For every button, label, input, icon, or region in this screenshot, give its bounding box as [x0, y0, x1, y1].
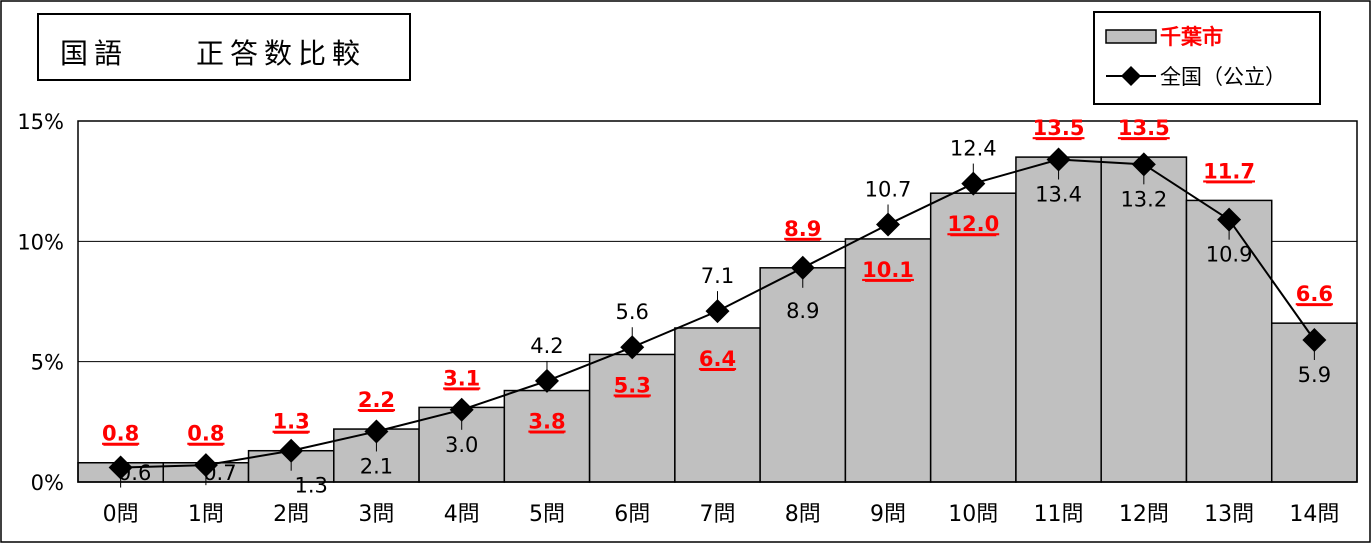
city-data-label: 0.8: [187, 422, 224, 446]
bar-7: [674, 327, 761, 483]
national-data-label: 5.9: [1298, 363, 1331, 387]
title-box: [37, 13, 411, 81]
national-data-label: 2.1: [360, 454, 393, 478]
chart-title: 国語 正答数比較: [60, 37, 366, 70]
y-tick-label: 10%: [17, 230, 64, 254]
diamond-marker-4: [449, 397, 474, 422]
diamond-marker-6: [620, 335, 645, 360]
city-data-label: 11.7: [1203, 159, 1255, 183]
x-tick-label: 3問: [358, 502, 394, 527]
diamond-marker-14: [1302, 328, 1327, 353]
x-tick-label: 9問: [870, 502, 906, 527]
city-data-label: 13.5: [1118, 116, 1170, 140]
x-tick-label: 11問: [1034, 502, 1084, 527]
x-tick-label: 6問: [614, 502, 650, 527]
national-data-label: 8.9: [786, 299, 819, 323]
city-data-label: 10.1: [862, 258, 914, 282]
bar-11: [1015, 156, 1102, 483]
y-tick-label: 15%: [17, 110, 64, 134]
national-data-label: 13.2: [1120, 187, 1167, 211]
x-tick-label: 0問: [103, 502, 139, 527]
diamond-marker-8: [790, 255, 815, 280]
x-axis-labels: 0問 1問 2問 3問 4問 5問 6問 7問 8問 9問 10問 11問 12問 13問 14問: [103, 502, 1340, 527]
x-tick-label: 2問: [273, 502, 309, 527]
line-markers: [108, 147, 1327, 480]
y-tick-label: 0%: [31, 471, 64, 495]
bar-5: [503, 389, 591, 483]
legend-label-city: 千葉市: [1160, 25, 1223, 49]
city-data-label: 1.3: [273, 410, 310, 434]
legend-box: [1093, 11, 1321, 105]
x-tick-label: 4問: [444, 502, 480, 527]
national-data-label: 13.4: [1035, 183, 1082, 207]
national-data-label: 10.7: [865, 177, 912, 201]
bar-13: [1185, 199, 1273, 483]
diamond-marker-3: [364, 419, 389, 444]
x-tick-label: 5問: [529, 502, 565, 527]
legend-label-national: 全国（公立）: [1160, 65, 1286, 89]
city-data-label: 6.4: [699, 347, 736, 371]
data-labels: 0.8 0.6 0.8 0.7 1.3 1.3 2.2 2.1 3.1 3.0 3.8 4.2 5.3 5…: [102, 116, 1333, 498]
y-axis-labels: 0% 5% 10% 15%: [17, 110, 64, 495]
national-data-label: 4.2: [530, 334, 563, 358]
national-data-label: 5.6: [616, 300, 649, 324]
diamond-marker-2: [279, 438, 304, 463]
legend-diamond-marker: [1121, 66, 1141, 86]
diamond-marker-7: [705, 299, 730, 324]
national-data-label: 0.6: [118, 461, 151, 485]
national-data-label: 3.0: [445, 433, 478, 457]
plot-area-border: [77, 120, 1358, 483]
x-tick-label: 12問: [1119, 502, 1169, 527]
city-data-label: 0.8: [102, 422, 139, 446]
city-data-label: 3.1: [443, 366, 480, 390]
bar-12: [1100, 156, 1188, 483]
x-tick-label: 7問: [700, 502, 736, 527]
city-data-label: 5.3: [614, 373, 651, 397]
diamond-marker-10: [961, 171, 986, 196]
x-tick-label: 1問: [188, 502, 224, 527]
city-data-label: 8.9: [784, 217, 821, 241]
national-data-label: 1.3: [294, 474, 327, 498]
bar-8: [759, 267, 847, 483]
bar-10: [929, 192, 1017, 483]
bar-9: [844, 238, 932, 483]
city-data-label: 12.0: [947, 212, 999, 236]
diamond-marker-9: [876, 212, 901, 237]
diamond-marker-11: [1046, 147, 1071, 172]
city-data-label: 13.5: [1033, 116, 1085, 140]
y-tick-label: 5%: [31, 351, 64, 375]
national-data-label: 0.7: [203, 461, 236, 485]
x-tick-label: 8問: [785, 502, 821, 527]
diamond-marker-13: [1217, 207, 1242, 232]
diamond-marker-5: [534, 368, 559, 393]
city-data-label: 6.6: [1296, 282, 1333, 306]
legend-bar-swatch: [1105, 29, 1157, 44]
diamond-marker-1: [193, 453, 218, 478]
diamond-marker-12: [1131, 152, 1156, 177]
x-tick-label: 13問: [1204, 502, 1254, 527]
diamond-marker-0: [108, 455, 133, 480]
x-tick-label: 14問: [1289, 502, 1339, 527]
city-data-label: 2.2: [358, 388, 395, 412]
national-data-label: 12.4: [950, 137, 997, 161]
national-data-label: 10.9: [1206, 243, 1253, 267]
national-data-label: 7.1: [701, 264, 734, 288]
x-tick-label: 10問: [948, 502, 998, 527]
city-data-label: 3.8: [528, 410, 565, 434]
